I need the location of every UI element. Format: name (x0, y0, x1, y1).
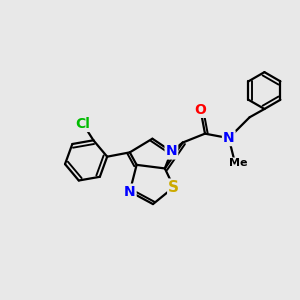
Text: N: N (223, 131, 235, 145)
Text: N: N (124, 184, 136, 199)
Text: S: S (168, 180, 179, 195)
Text: O: O (195, 103, 206, 117)
Text: Me: Me (229, 158, 248, 168)
Text: Cl: Cl (76, 117, 91, 131)
Text: N: N (166, 145, 177, 158)
